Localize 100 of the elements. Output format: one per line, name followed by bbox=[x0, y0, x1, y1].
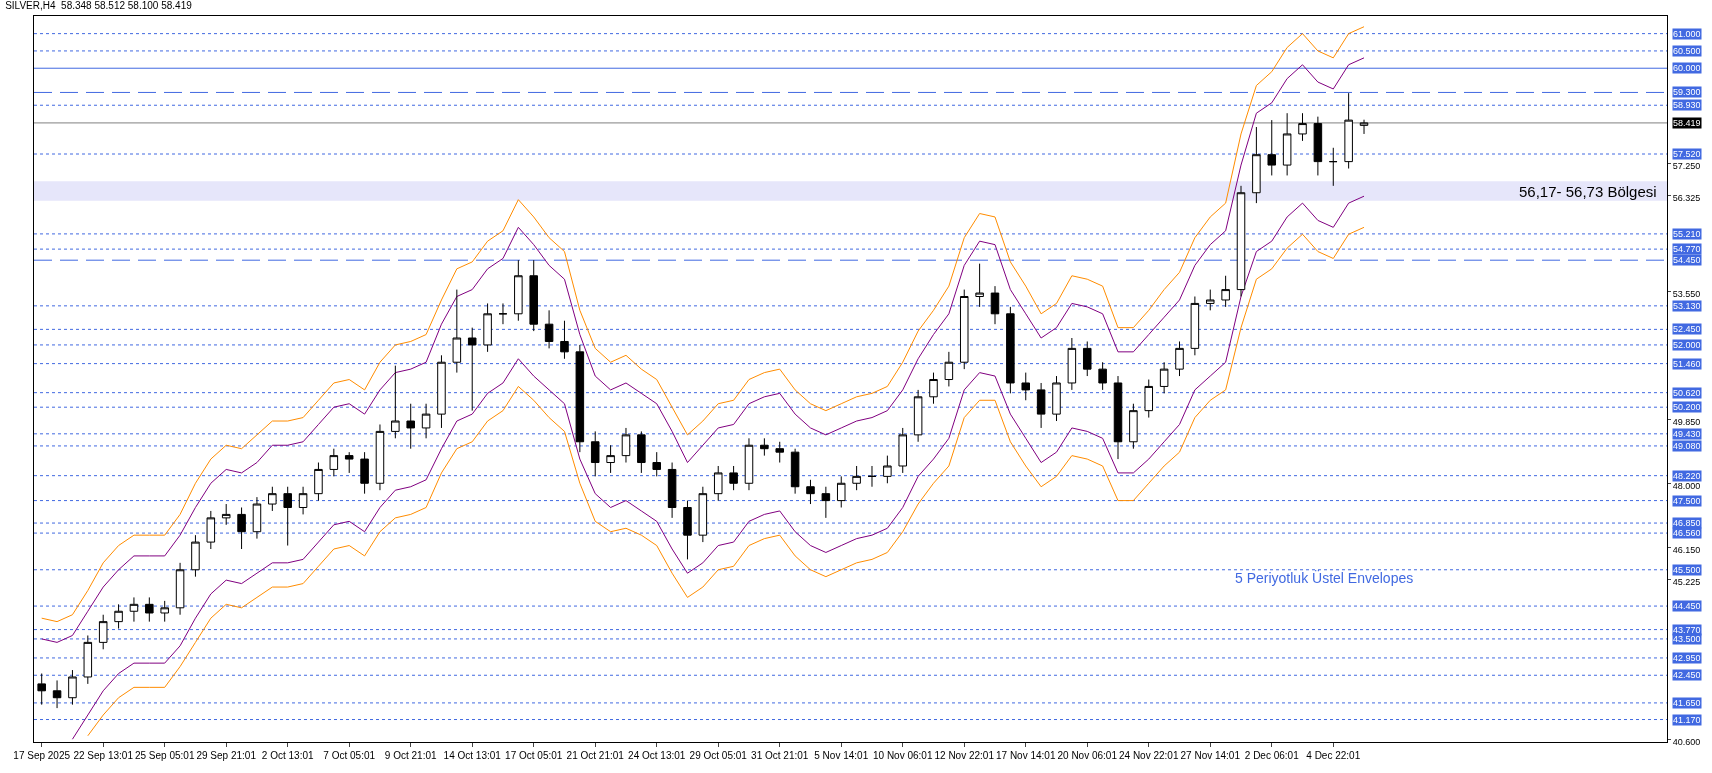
ref-line-label: 45.500 bbox=[1673, 565, 1701, 575]
candlestick bbox=[652, 451, 661, 477]
candlestick bbox=[268, 486, 277, 512]
candlestick bbox=[329, 448, 339, 477]
candlestick bbox=[1313, 116, 1323, 176]
x-tick-label: 21 Oct 21:01 bbox=[566, 750, 625, 761]
candlestick bbox=[1129, 403, 1138, 450]
candlestick bbox=[175, 562, 185, 616]
ref-line-label: 47.500 bbox=[1673, 496, 1701, 506]
candlestick bbox=[98, 614, 108, 650]
candlestick bbox=[544, 309, 554, 349]
candlestick bbox=[114, 603, 123, 630]
y-tick-label: 40.600 bbox=[1672, 737, 1701, 748]
candlestick bbox=[713, 465, 723, 502]
candlestick bbox=[913, 389, 923, 443]
candlestick bbox=[1175, 340, 1184, 377]
x-tick-label: 17 Nov 14:01 bbox=[996, 750, 1056, 761]
candlestick bbox=[806, 479, 815, 505]
ref-line-label: 52.000 bbox=[1673, 340, 1701, 350]
ref-line-label: 44.450 bbox=[1673, 601, 1701, 611]
ref-line-label: 61.000 bbox=[1673, 29, 1701, 39]
x-tick-label: 29 Sep 21:01 bbox=[196, 750, 257, 761]
candlestick bbox=[944, 351, 954, 387]
candlestick bbox=[1359, 119, 1369, 135]
candlestick bbox=[683, 500, 692, 560]
x-tick-label: 17 Sep 2025 bbox=[13, 750, 71, 761]
x-tick-label: 7 Oct 05:01 bbox=[323, 750, 376, 761]
x-tick-label: 22 Sep 13:01 bbox=[73, 750, 134, 761]
chart-title: SILVER,H4 58.348 58.512 58.100 58.419 bbox=[5, 0, 193, 12]
ref-line-label: 52.450 bbox=[1673, 324, 1701, 334]
candlestick bbox=[775, 441, 784, 464]
candlestick bbox=[191, 534, 200, 578]
candlestick bbox=[252, 496, 262, 540]
x-tick-label: 25 Sep 05:01 bbox=[134, 750, 195, 761]
candlestick bbox=[606, 444, 615, 474]
candlestick bbox=[836, 475, 846, 508]
candlestick bbox=[129, 596, 139, 623]
ref-line-label: 57.520 bbox=[1673, 149, 1701, 159]
y-tick-label: 53.550 bbox=[1672, 289, 1701, 300]
candlestick bbox=[1298, 112, 1307, 142]
candlestick bbox=[883, 455, 892, 484]
ref-line-label: 46.560 bbox=[1673, 528, 1701, 538]
x-tick-label: 29 Oct 05:01 bbox=[689, 750, 748, 761]
candlestick bbox=[68, 669, 77, 706]
candlestick bbox=[1236, 185, 1246, 298]
ref-line-label: 43.500 bbox=[1673, 634, 1701, 644]
candlestick bbox=[1252, 126, 1261, 204]
ref-line-label: 49.080 bbox=[1673, 441, 1701, 451]
candlestick bbox=[1344, 92, 1353, 170]
candlestick bbox=[729, 465, 738, 491]
y-tick-label: 56.325 bbox=[1672, 193, 1701, 204]
candlestick bbox=[375, 423, 385, 491]
ref-line-label: 53.130 bbox=[1673, 301, 1701, 311]
candlestick bbox=[575, 344, 585, 453]
candlestick bbox=[37, 673, 46, 706]
candlestick bbox=[744, 437, 754, 491]
candlestick bbox=[1021, 372, 1031, 401]
candlestick bbox=[975, 263, 984, 308]
candlestick bbox=[1205, 289, 1215, 311]
ref-line-label: 43.770 bbox=[1673, 625, 1701, 635]
x-tick-label: 27 Nov 14:01 bbox=[1180, 750, 1241, 761]
ref-line-label: 42.450 bbox=[1673, 670, 1701, 680]
candlestick bbox=[1067, 337, 1077, 391]
x-tick-label: 24 Nov 22:01 bbox=[1119, 750, 1179, 761]
candlestick bbox=[529, 259, 538, 332]
ref-line-label: 58.930 bbox=[1673, 100, 1701, 110]
candlestick bbox=[590, 430, 600, 477]
x-tick-label: 24 Oct 13:01 bbox=[628, 750, 686, 761]
x-tick-label: 10 Nov 06:01 bbox=[872, 750, 933, 761]
candlestick bbox=[221, 503, 231, 526]
candlestick bbox=[160, 600, 169, 623]
candlestick bbox=[145, 596, 154, 623]
candlestick bbox=[237, 506, 246, 550]
candlestick bbox=[283, 486, 292, 547]
x-tick-label: 31 Oct 21:01 bbox=[751, 750, 809, 761]
ref-line-label: 50.200 bbox=[1673, 402, 1701, 412]
candlestick bbox=[621, 427, 631, 464]
candlestick bbox=[1329, 147, 1338, 187]
y-tick-label: 57.250 bbox=[1672, 161, 1701, 172]
candlestick bbox=[1221, 275, 1230, 308]
candlestick bbox=[1113, 375, 1123, 460]
x-tick-label: 4 Dec 22:01 bbox=[1306, 750, 1361, 761]
ref-line-label: 49.430 bbox=[1673, 429, 1701, 439]
ref-line-label: 41.650 bbox=[1673, 698, 1701, 708]
x-tick-label: 2 Oct 13:01 bbox=[261, 750, 314, 761]
candlestick bbox=[360, 451, 369, 495]
candlestick bbox=[560, 320, 569, 360]
candlestick bbox=[1159, 361, 1169, 394]
ref-line-label: 42.950 bbox=[1673, 653, 1701, 663]
candlestick bbox=[467, 327, 477, 412]
x-tick-label: 20 Nov 06:01 bbox=[1057, 750, 1118, 761]
candlestick bbox=[1082, 340, 1092, 377]
candlestick bbox=[898, 427, 908, 474]
candlestick bbox=[929, 372, 938, 405]
candlestick bbox=[1052, 375, 1061, 422]
candlestick bbox=[83, 634, 93, 685]
y-tick-label: 49.850 bbox=[1672, 417, 1701, 428]
y-tick-label: 46.150 bbox=[1672, 545, 1701, 556]
candlestick bbox=[52, 679, 62, 709]
ref-line-label: 46.850 bbox=[1673, 518, 1701, 528]
